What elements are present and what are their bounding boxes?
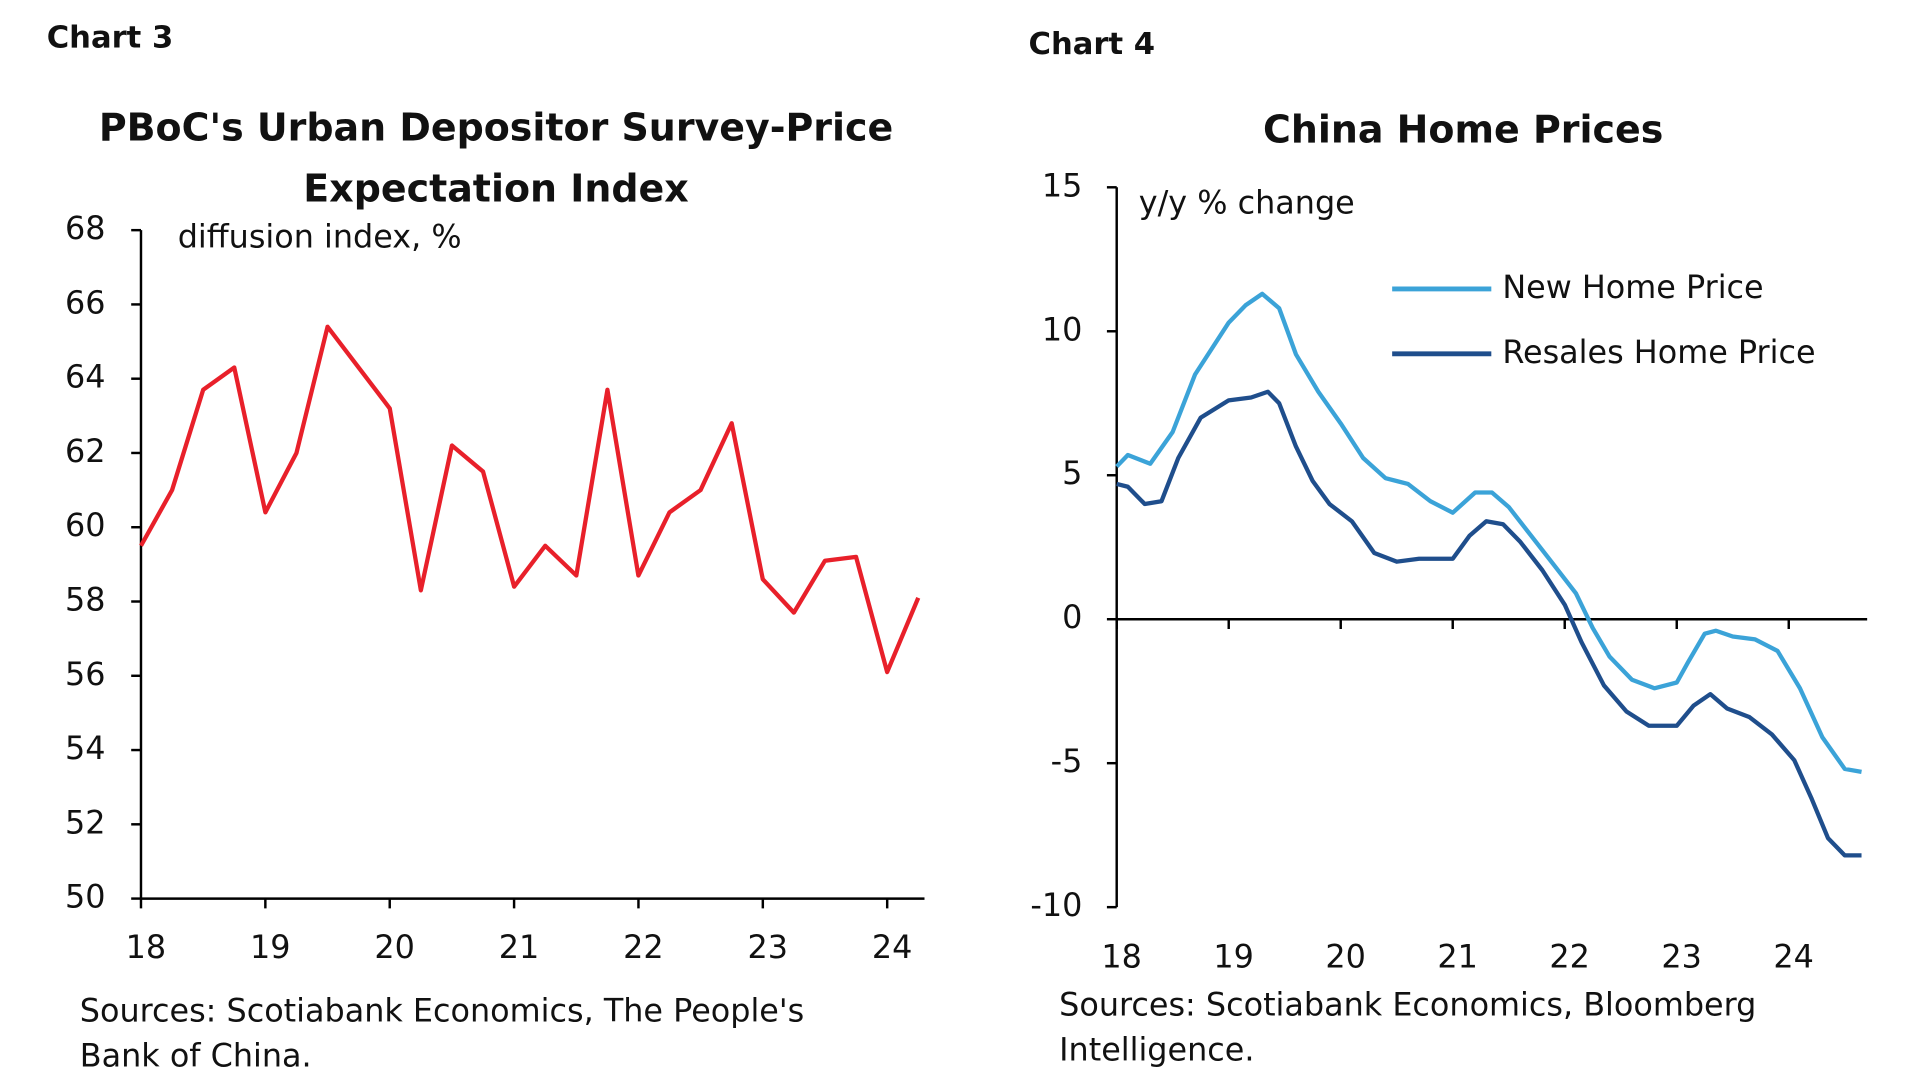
- chart-title: PBoC's Urban Depositor Survey-Price: [99, 105, 893, 149]
- legend-label: Resales Home Price: [1502, 333, 1815, 371]
- y-tick-label: 66: [65, 283, 106, 321]
- legend-label: New Home Price: [1502, 268, 1763, 306]
- x-tick-label: 20: [1325, 938, 1366, 976]
- y-tick-label: 60: [65, 506, 106, 544]
- y-tick-label: 68: [65, 209, 106, 247]
- x-tick-label: 23: [747, 928, 788, 966]
- y-tick-label: 54: [65, 729, 106, 767]
- y-tick-label: 10: [1042, 310, 1083, 348]
- y-axis-label: y/y % change: [1139, 183, 1355, 221]
- x-tick-label: 22: [1549, 938, 1590, 976]
- chart-title: China Home Prices: [1263, 108, 1663, 152]
- x-tick-label: 18: [126, 928, 167, 966]
- x-tick-label: 23: [1661, 938, 1702, 976]
- y-tick-label: 15: [1042, 166, 1083, 204]
- x-tick-label: 22: [623, 928, 664, 966]
- y-tick-label: -5: [1051, 742, 1083, 780]
- y-tick-label: 56: [65, 655, 106, 693]
- y-tick-label: 50: [65, 878, 106, 916]
- y-tick-label: -10: [1030, 886, 1082, 924]
- y-tick-label: 52: [65, 803, 106, 841]
- y-tick-label: 0: [1062, 598, 1082, 636]
- y-tick-label: 62: [65, 432, 106, 470]
- source-note: Intelligence.: [1059, 1031, 1254, 1069]
- source-note: Sources: Scotiabank Economics, The Peopl…: [80, 991, 804, 1029]
- x-tick-label: 20: [374, 928, 415, 966]
- x-tick-label: 24: [1773, 938, 1814, 976]
- data-line: [1115, 291, 1862, 774]
- y-tick-label: 58: [65, 581, 106, 619]
- source-note: Sources: Scotiabank Economics, Bloomberg: [1059, 985, 1756, 1023]
- y-tick-label: 64: [65, 358, 106, 396]
- y-tick-label: 5: [1062, 454, 1082, 492]
- data-line: [1116, 389, 1862, 858]
- y-axis-label: diffusion index, %: [178, 218, 462, 256]
- chart-label: Chart 4: [1029, 27, 1156, 62]
- x-tick-label: 18: [1101, 938, 1142, 976]
- x-tick-label: 21: [499, 928, 540, 966]
- data-line: [139, 324, 921, 675]
- chart-title: Expectation Index: [303, 166, 688, 210]
- source-note: Bank of China.: [80, 1037, 312, 1075]
- x-tick-label: 19: [250, 928, 291, 966]
- x-tick-label: 19: [1213, 938, 1254, 976]
- x-tick-label: 21: [1437, 938, 1478, 976]
- chart-label: Chart 3: [47, 21, 174, 56]
- x-tick-label: 24: [872, 928, 913, 966]
